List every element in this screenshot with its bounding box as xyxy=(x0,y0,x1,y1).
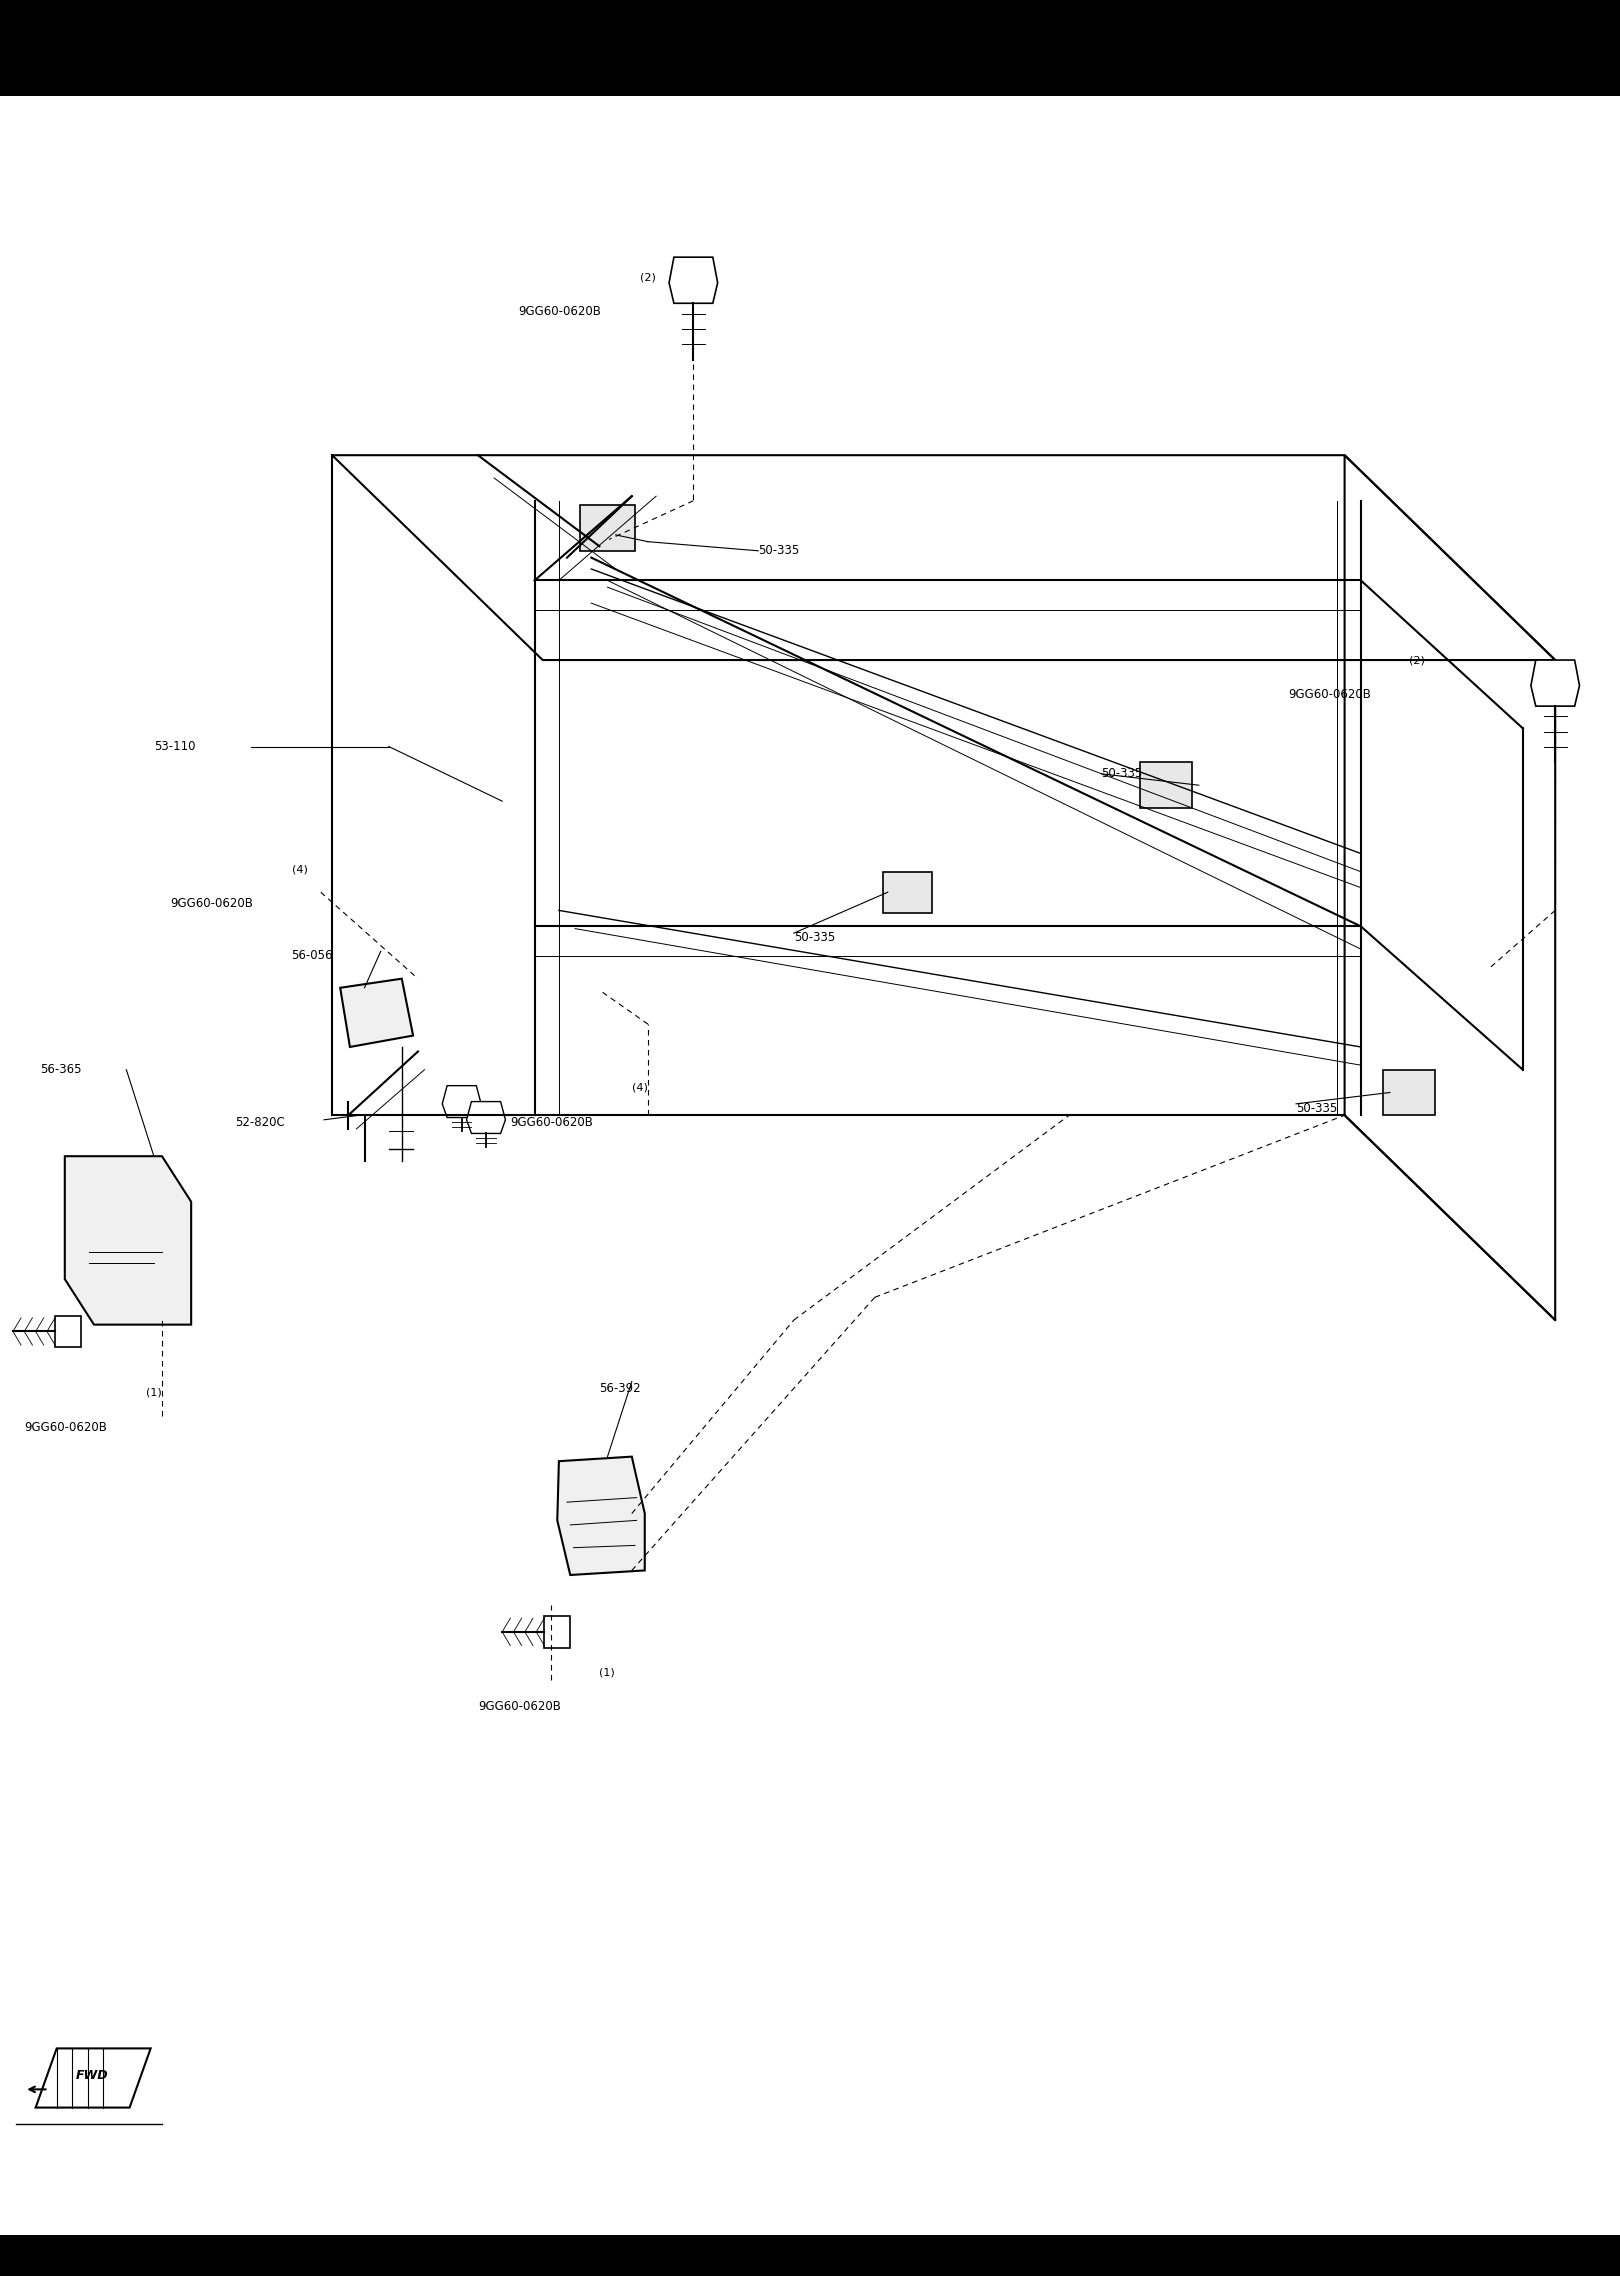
Text: 53-110: 53-110 xyxy=(154,740,196,753)
Text: (1): (1) xyxy=(146,1388,162,1397)
Text: 50-335: 50-335 xyxy=(794,931,834,945)
Text: 9GG60-0620B: 9GG60-0620B xyxy=(170,897,253,910)
Polygon shape xyxy=(883,872,932,913)
Text: (2): (2) xyxy=(1409,655,1426,665)
Polygon shape xyxy=(467,1102,505,1133)
Polygon shape xyxy=(1383,1070,1435,1115)
Text: 9GG60-0620B: 9GG60-0620B xyxy=(1288,687,1371,701)
Text: 9GG60-0620B: 9GG60-0620B xyxy=(518,305,601,319)
Text: 9GG60-0620B: 9GG60-0620B xyxy=(24,1420,107,1434)
Text: 9GG60-0620B: 9GG60-0620B xyxy=(478,1700,561,1714)
Text: 50-335: 50-335 xyxy=(758,544,799,558)
Text: 56-056: 56-056 xyxy=(292,949,334,963)
Polygon shape xyxy=(1531,660,1580,706)
Polygon shape xyxy=(340,979,413,1047)
Text: 50-335: 50-335 xyxy=(1296,1102,1336,1115)
Text: (2): (2) xyxy=(640,273,656,282)
Text: (1): (1) xyxy=(599,1668,616,1677)
Polygon shape xyxy=(580,505,635,551)
Text: (4): (4) xyxy=(632,1083,648,1092)
Text: 56-392: 56-392 xyxy=(599,1382,642,1395)
FancyBboxPatch shape xyxy=(0,0,1620,96)
Polygon shape xyxy=(442,1086,481,1118)
Text: 56-365: 56-365 xyxy=(40,1063,83,1077)
Polygon shape xyxy=(65,1156,191,1325)
FancyBboxPatch shape xyxy=(0,2235,1620,2276)
Text: 9GG60-0620B: 9GG60-0620B xyxy=(510,1115,593,1129)
Text: FWD: FWD xyxy=(76,2069,109,2083)
Text: (4): (4) xyxy=(292,865,308,874)
FancyBboxPatch shape xyxy=(55,1316,81,1347)
Text: 52-820C: 52-820C xyxy=(235,1115,285,1129)
Text: 50-335: 50-335 xyxy=(1102,767,1142,781)
Polygon shape xyxy=(557,1457,645,1575)
Polygon shape xyxy=(669,257,718,303)
Polygon shape xyxy=(1140,762,1192,808)
FancyBboxPatch shape xyxy=(544,1616,570,1648)
